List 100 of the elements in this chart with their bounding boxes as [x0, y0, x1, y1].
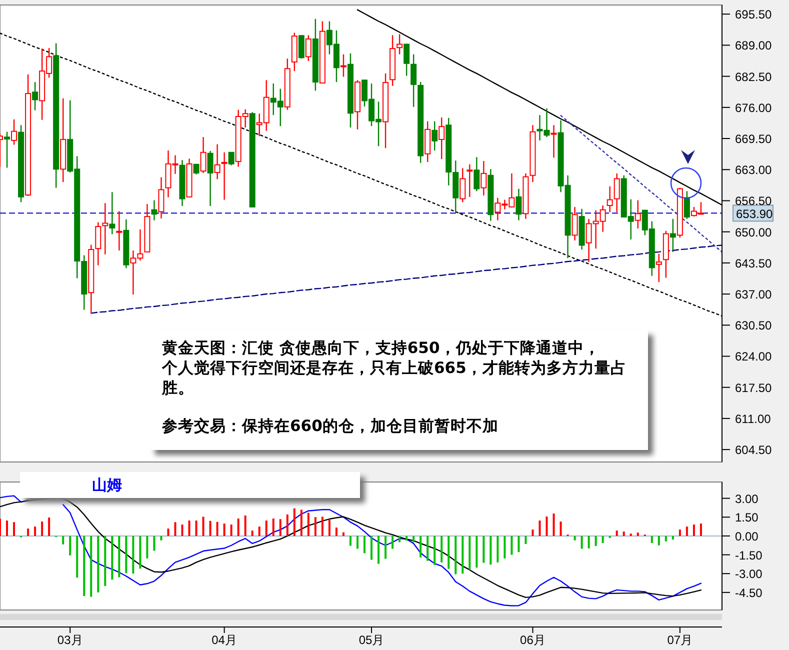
bar [167, 528, 170, 536]
bar [440, 536, 443, 562]
y-tick-label: 656.50 [735, 194, 772, 208]
x-tick-label: 03月 [57, 633, 83, 647]
bar [700, 524, 702, 536]
bar [160, 536, 162, 540]
bar [132, 536, 134, 574]
bar [356, 536, 358, 549]
annotation: 个人觉得下行空间还是存在，只有上破665，才能转为多方力量占胜。 [162, 358, 628, 398]
bar [364, 536, 366, 554]
bar [328, 520, 330, 536]
bar [104, 536, 106, 586]
annotation: 黄金天图：汇使 贪使愚向下，支持650，仍处于下降通道中， [162, 338, 601, 358]
bar [678, 530, 681, 536]
bar [342, 532, 344, 536]
y-tick-label: 695.50 [735, 8, 772, 22]
bar [462, 536, 464, 574]
y-tick-label: 0.00 [735, 529, 759, 544]
y-tick-label: 676.00 [735, 100, 772, 115]
bar [664, 536, 667, 542]
ref-line-label: 653.90 [736, 207, 774, 222]
bar [552, 514, 555, 536]
bar [125, 536, 128, 574]
bar [244, 516, 246, 536]
bar [496, 536, 499, 562]
bar [378, 536, 380, 564]
y-tick-label: 1.50 [735, 510, 759, 525]
bar [314, 517, 316, 536]
bar [594, 536, 597, 546]
bar [153, 536, 156, 551]
bar [335, 528, 338, 536]
bar [370, 536, 373, 560]
bar [482, 536, 485, 563]
y-tick-label: -3.00 [735, 567, 763, 582]
bar [672, 536, 674, 540]
bar [188, 520, 190, 536]
annotation: 参考交易：保持在660的仓，加仓目前暂时不加 [162, 416, 500, 436]
bar [426, 536, 429, 561]
bar [27, 528, 30, 536]
bar [300, 510, 302, 536]
bar [181, 524, 184, 536]
bar [538, 520, 541, 536]
bar [398, 536, 401, 542]
bar [384, 536, 387, 559]
bar [686, 526, 688, 536]
y-tick-label: 611.00 [735, 412, 772, 426]
bar [321, 516, 324, 536]
line-series [560, 114, 722, 253]
bar [265, 520, 268, 536]
bar [76, 536, 78, 578]
bar [90, 536, 92, 597]
bar [406, 536, 408, 541]
x-tick-label: 05月 [358, 633, 384, 647]
picture-note-box: 黄金天图：汇使 贪使愚向下，支持650，仍处于下降通道中， 个人觉得下行空间还是存在，只有上破665，才能转为多方力量占胜。 参考交易：保持在660的仓，加仓目前暂时不加 [150, 330, 648, 450]
bar [209, 520, 212, 536]
bar [6, 520, 8, 536]
bar [293, 508, 296, 536]
y-tick-label: -1.50 [735, 548, 763, 562]
y-tick-label: -4.50 [735, 586, 763, 600]
bar [349, 536, 352, 546]
bar [692, 524, 695, 536]
y-tick-label: 689.00 [735, 38, 772, 53]
bar [616, 530, 618, 536]
y-tick-label: 604.50 [735, 443, 772, 458]
bar [448, 536, 450, 569]
bar [118, 536, 120, 578]
x-tick-label: 07月 [667, 633, 693, 647]
y-tick-label: 3.00 [735, 492, 759, 506]
bar [97, 536, 100, 592]
bar [412, 536, 415, 542]
bar [48, 518, 50, 536]
x-tick-label: 06月 [520, 633, 546, 647]
line-series [90, 244, 722, 314]
bar [272, 518, 274, 536]
bar [546, 516, 548, 536]
bar [34, 526, 36, 536]
bar [286, 514, 288, 536]
bar [532, 530, 534, 536]
bar [622, 532, 625, 536]
bar [468, 536, 471, 570]
bar [237, 518, 240, 536]
y-tick-label: 637.00 [735, 288, 772, 302]
bar [195, 520, 198, 536]
bar [524, 536, 527, 544]
bar [69, 536, 72, 556]
bar [454, 536, 457, 574]
y-tick-label: 650.00 [735, 225, 772, 240]
bar [560, 522, 562, 536]
y-tick-label: 643.50 [735, 256, 772, 270]
bar [602, 536, 604, 543]
bar [202, 516, 204, 536]
bar [307, 512, 310, 536]
y-tick-label: 682.50 [735, 70, 772, 84]
annotation: 山姆 [92, 476, 123, 495]
bar [41, 522, 44, 536]
bar [279, 519, 282, 536]
y-tick-label: 630.50 [735, 318, 772, 333]
bar [574, 536, 576, 540]
bar [434, 536, 436, 565]
x-tick-label: 04月 [212, 633, 237, 647]
